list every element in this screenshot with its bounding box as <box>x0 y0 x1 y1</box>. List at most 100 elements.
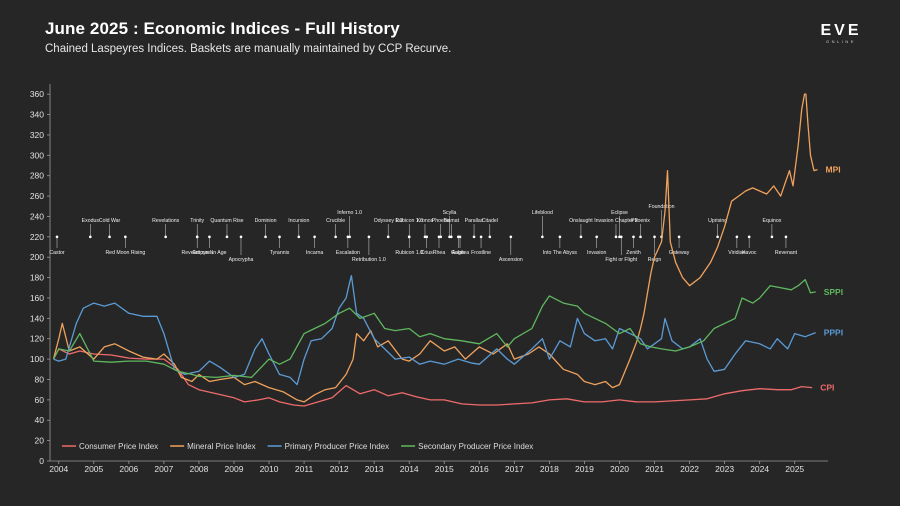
x-tick-label: 2017 <box>505 464 524 474</box>
annotation-marker <box>472 235 476 239</box>
annotation-marker <box>195 235 199 239</box>
annotation-marker <box>541 235 544 239</box>
y-tick-label: 200 <box>30 252 44 262</box>
annotation-label: Revelations <box>152 218 180 224</box>
annotation-label: Onslaught <box>569 218 593 224</box>
legend-entry: Primary Producer Price Index <box>285 442 389 451</box>
annotation-label: Quantum Rise <box>210 218 243 224</box>
annotation-label: Equinox <box>763 218 782 224</box>
annotation-label: Revenant <box>775 250 798 256</box>
y-tick-label: 260 <box>30 191 44 201</box>
annotation-marker <box>558 235 562 239</box>
series-line-sppi <box>52 278 816 379</box>
annotation-label: Rubicon 1.0 <box>395 218 423 224</box>
annotation-label: Inferno 1.0 <box>337 210 362 216</box>
annotation-label: Kronos <box>417 218 434 224</box>
annotation-label: Odyssey 1.0 <box>374 218 403 224</box>
annotation-label: Incursion <box>288 218 309 224</box>
chart-legend: Consumer Price Index Mineral Price Index P… <box>62 442 533 451</box>
annotation-marker <box>386 235 390 239</box>
annotation-marker <box>653 235 656 239</box>
annotation-label: Red Moon Rising <box>105 250 145 256</box>
annotation-marker <box>770 235 774 239</box>
annotation-label: Lifeblood <box>532 210 553 216</box>
annotation-marker <box>313 235 316 239</box>
chart-annotations: Castor Exodus Cold War Red Moon Rising Revel… <box>49 204 797 263</box>
annotation-marker <box>488 235 492 239</box>
annotation-marker <box>225 235 229 239</box>
annotation-label: Dominion <box>255 218 277 224</box>
annotation-marker <box>619 235 623 239</box>
legend-entry: Secondary Producer Price Index <box>418 442 533 451</box>
annotation-marker <box>632 235 635 239</box>
logo-text: EVE <box>820 22 861 39</box>
annotation-marker <box>367 235 371 239</box>
annotation-label: Castor <box>49 250 65 256</box>
annotation-marker <box>124 235 127 239</box>
y-tick-label: 240 <box>30 211 44 221</box>
annotation-label: Phoenix <box>631 218 650 224</box>
x-tick-label: 2012 <box>330 464 349 474</box>
x-tick-label: 2006 <box>119 464 138 474</box>
annotation-marker <box>89 235 92 239</box>
y-tick-label: 320 <box>30 130 44 140</box>
annotation-marker <box>239 235 243 239</box>
y-tick-label: 340 <box>30 110 44 120</box>
annotation-label: Into The Abyss <box>543 250 578 256</box>
annotation-label: Galatea <box>451 250 469 256</box>
annotation-marker <box>579 235 583 239</box>
annotation-marker <box>614 235 618 239</box>
y-tick-label: 0 <box>39 456 44 466</box>
series-line-cpi <box>52 348 813 407</box>
annotation-label: Frostline <box>471 250 491 256</box>
series-end-label: MPI <box>825 165 840 175</box>
series-line-pppi <box>53 274 816 386</box>
annotation-label: Incarna <box>306 250 323 256</box>
y-tick-label: 360 <box>30 89 44 99</box>
annotation-label: Uprising <box>708 218 727 224</box>
annotation-marker <box>278 235 281 239</box>
x-tick-label: 2007 <box>154 464 173 474</box>
series-end-label: PPPI <box>824 328 843 338</box>
annotation-marker <box>164 235 167 239</box>
annotation-label: Scylla <box>443 210 457 216</box>
annotation-label: Exodus <box>82 218 100 224</box>
annotation-marker <box>735 235 739 239</box>
x-tick-label: 2005 <box>84 464 103 474</box>
annotation-label: Apocrypha <box>229 257 254 263</box>
y-tick-label: 100 <box>30 354 44 364</box>
page-title: June 2025 : Economic Indices - Full Hist… <box>45 19 400 38</box>
y-tick-label: 300 <box>30 150 44 160</box>
annotation-marker <box>346 235 350 239</box>
annotation-label: Foundation <box>649 204 675 210</box>
annotation-label: Fight or Flight <box>605 257 637 263</box>
annotation-marker <box>509 235 513 239</box>
annotation-label: Rubicon 1.0 <box>395 250 423 256</box>
annotation-label: Trinity <box>190 218 204 224</box>
x-tick-label: 2008 <box>189 464 208 474</box>
annotation-label: Havoc <box>742 250 757 256</box>
annotation-label: Zenith <box>626 250 641 256</box>
annotation-label: Crius <box>421 250 434 256</box>
x-tick-label: 2009 <box>225 464 244 474</box>
x-tick-label: 2016 <box>470 464 489 474</box>
annotation-label: Rhea <box>433 250 446 256</box>
y-tick-label: 60 <box>35 395 45 405</box>
logo-subtext: ONLINE <box>826 39 856 44</box>
annotation-marker <box>639 235 642 239</box>
x-tick-label: 2023 <box>715 464 734 474</box>
y-tick-label: 120 <box>30 334 44 344</box>
annotation-marker <box>784 235 788 239</box>
chart-axes: 0 20 40 60 80 100 120 140 160 180 200 220 240 260 280 3… <box>30 84 828 474</box>
annotation-marker <box>458 235 462 239</box>
x-tick-label: 2024 <box>750 464 769 474</box>
annotation-label: Invasion <box>587 250 606 256</box>
annotation-label: Citadel <box>482 218 498 224</box>
y-tick-label: 80 <box>35 374 45 384</box>
annotation-label: Tiamat <box>443 218 459 224</box>
annotation-marker <box>747 235 751 239</box>
annotation-marker <box>439 235 443 239</box>
series-end-label: SPPI <box>824 287 843 297</box>
annotation-label: Viridian <box>728 250 745 256</box>
annotation-label: Retribution 1.0 <box>352 257 386 263</box>
